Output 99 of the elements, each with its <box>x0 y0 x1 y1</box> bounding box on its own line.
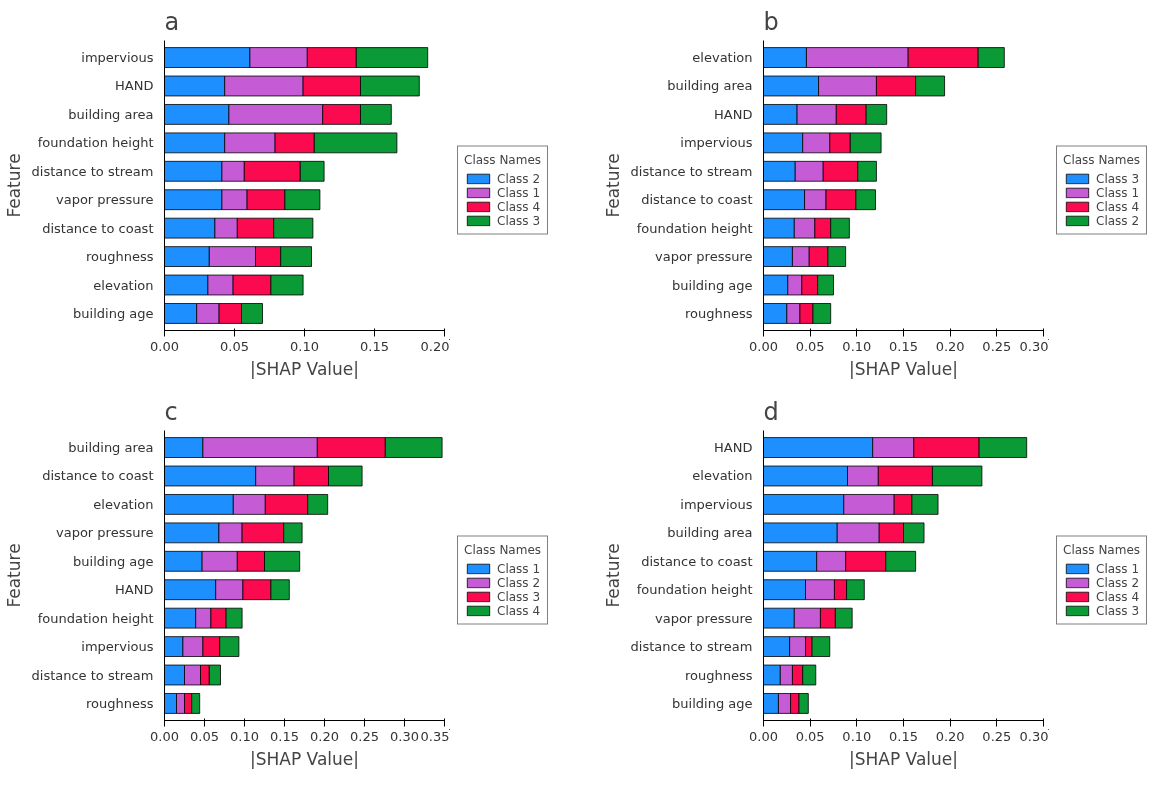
y-tick-label: distance to coast <box>641 553 753 569</box>
y-tick-label: elevation <box>692 468 753 484</box>
y-tick-label: distance to stream <box>31 667 154 683</box>
x-tick-label: 0.15 <box>270 728 299 744</box>
x-axis-title: |SHAP Value| <box>849 358 958 379</box>
x-tick-label: 0.20 <box>310 728 339 744</box>
y-tick-label: building age <box>73 305 154 321</box>
y-tick-label: vapor pressure <box>56 525 154 541</box>
y-tick-label: HAND <box>115 78 154 94</box>
legend-label: Class 2 <box>497 575 541 589</box>
chart-title: b <box>763 7 779 36</box>
y-tick-label: elevation <box>93 496 154 512</box>
x-tick-label: 0.20 <box>935 728 965 744</box>
x-tick-label: 0.15 <box>889 728 918 744</box>
y-tick-label: building age <box>672 695 753 711</box>
y-axis-title: Feature <box>3 543 24 608</box>
y-tick-label: roughness <box>684 305 753 321</box>
y-tick-label: distance to stream <box>31 163 154 179</box>
legend-title: Class Names <box>464 152 542 166</box>
legend-label: Class 4 <box>1096 199 1140 213</box>
x-tick-label: 0.00 <box>749 338 778 354</box>
y-tick-label: building area <box>667 78 753 94</box>
x-tick-label: 0.10 <box>842 338 872 354</box>
y-tick-label: elevation <box>692 50 753 66</box>
legend-label: Class 1 <box>497 561 541 575</box>
y-tick-label: distance to stream <box>630 163 753 179</box>
y-tick-label: foundation height <box>37 610 154 626</box>
x-tick-label: 0.20 <box>420 338 450 354</box>
y-tick-label: elevation <box>93 277 154 293</box>
legend-label: Class 3 <box>497 589 541 603</box>
legend-title: Class Names <box>464 542 542 556</box>
legend-label: Class 1 <box>1096 561 1140 575</box>
y-tick-label: distance to coast <box>42 468 154 484</box>
y-tick-label: building age <box>672 277 753 293</box>
legend-label: Class 2 <box>1096 575 1140 589</box>
legend-label: Class 3 <box>1096 603 1140 617</box>
y-tick-label: building area <box>68 440 154 456</box>
x-tick-label: 0.00 <box>749 728 778 744</box>
x-axis-title: |SHAP Value| <box>849 748 958 769</box>
y-tick-label: HAND <box>115 582 154 598</box>
y-tick-label: distance to coast <box>42 220 154 236</box>
legend-title: Class Names <box>1063 542 1141 556</box>
legend-title: Class Names <box>1063 152 1141 166</box>
y-tick-label: HAND <box>714 106 753 122</box>
x-tick-label: 0.30 <box>1019 728 1049 744</box>
y-tick-label: building area <box>68 106 154 122</box>
x-axis-title: |SHAP Value| <box>250 358 359 379</box>
y-tick-label: vapor pressure <box>655 610 753 626</box>
y-tick-label: foundation height <box>37 135 154 151</box>
legend-label: Class 4 <box>497 199 541 213</box>
y-tick-label: building area <box>667 525 753 541</box>
x-tick-label: 0.10 <box>230 728 259 744</box>
x-tick-label: 0.00 <box>150 728 179 744</box>
x-tick-label: 0.05 <box>220 338 249 354</box>
y-tick-label: roughness <box>85 695 154 711</box>
legend-label: Class 2 <box>497 171 541 185</box>
y-tick-label: foundation height <box>636 582 753 598</box>
y-tick-label: impervious <box>81 50 154 66</box>
y-tick-label: vapor pressure <box>655 249 753 265</box>
x-tick-label: 0.00 <box>150 338 179 354</box>
legend-label: Class 1 <box>497 185 541 199</box>
y-tick-label: building age <box>73 553 154 569</box>
x-tick-label: 0.25 <box>350 728 379 744</box>
chart-title: c <box>164 397 178 426</box>
x-tick-label: 0.25 <box>982 728 1012 744</box>
legend-label: Class 3 <box>497 213 541 227</box>
y-tick-label: roughness <box>684 667 753 683</box>
x-tick-label: 0.10 <box>290 338 319 354</box>
x-axis-title: |SHAP Value| <box>250 748 359 769</box>
x-tick-label: 0.30 <box>1019 338 1049 354</box>
legend-label: Class 4 <box>1096 589 1140 603</box>
x-tick-label: 0.05 <box>795 728 825 744</box>
x-tick-label: 0.30 <box>390 728 419 744</box>
x-tick-label: 0.05 <box>795 338 825 354</box>
y-tick-label: impervious <box>680 135 753 151</box>
y-axis-title: Feature <box>3 153 24 218</box>
y-tick-label: distance to stream <box>630 639 753 655</box>
y-tick-label: impervious <box>81 639 154 655</box>
y-tick-label: foundation height <box>636 220 753 236</box>
x-tick-label: 0.20 <box>935 338 965 354</box>
x-tick-label: 0.25 <box>982 338 1012 354</box>
x-tick-label: 0.15 <box>889 338 918 354</box>
y-tick-label: impervious <box>680 496 753 512</box>
y-axis-title: Feature <box>602 543 623 608</box>
y-tick-label: vapor pressure <box>56 192 154 208</box>
x-tick-label: 0.05 <box>190 728 219 744</box>
legend-label: Class 4 <box>497 603 541 617</box>
y-tick-label: distance to coast <box>641 192 753 208</box>
x-tick-label: 0.15 <box>360 338 389 354</box>
legend-label: Class 2 <box>1096 213 1140 227</box>
x-tick-label: 0.10 <box>842 728 872 744</box>
chart-title: d <box>763 397 779 426</box>
x-tick-label: 0.35 <box>420 728 450 744</box>
chart-title: a <box>164 7 180 36</box>
legend-label: Class 3 <box>1096 171 1140 185</box>
y-tick-label: roughness <box>85 249 154 265</box>
legend-label: Class 1 <box>1096 185 1140 199</box>
y-axis-title: Feature <box>602 153 623 218</box>
y-tick-label: HAND <box>714 440 753 456</box>
